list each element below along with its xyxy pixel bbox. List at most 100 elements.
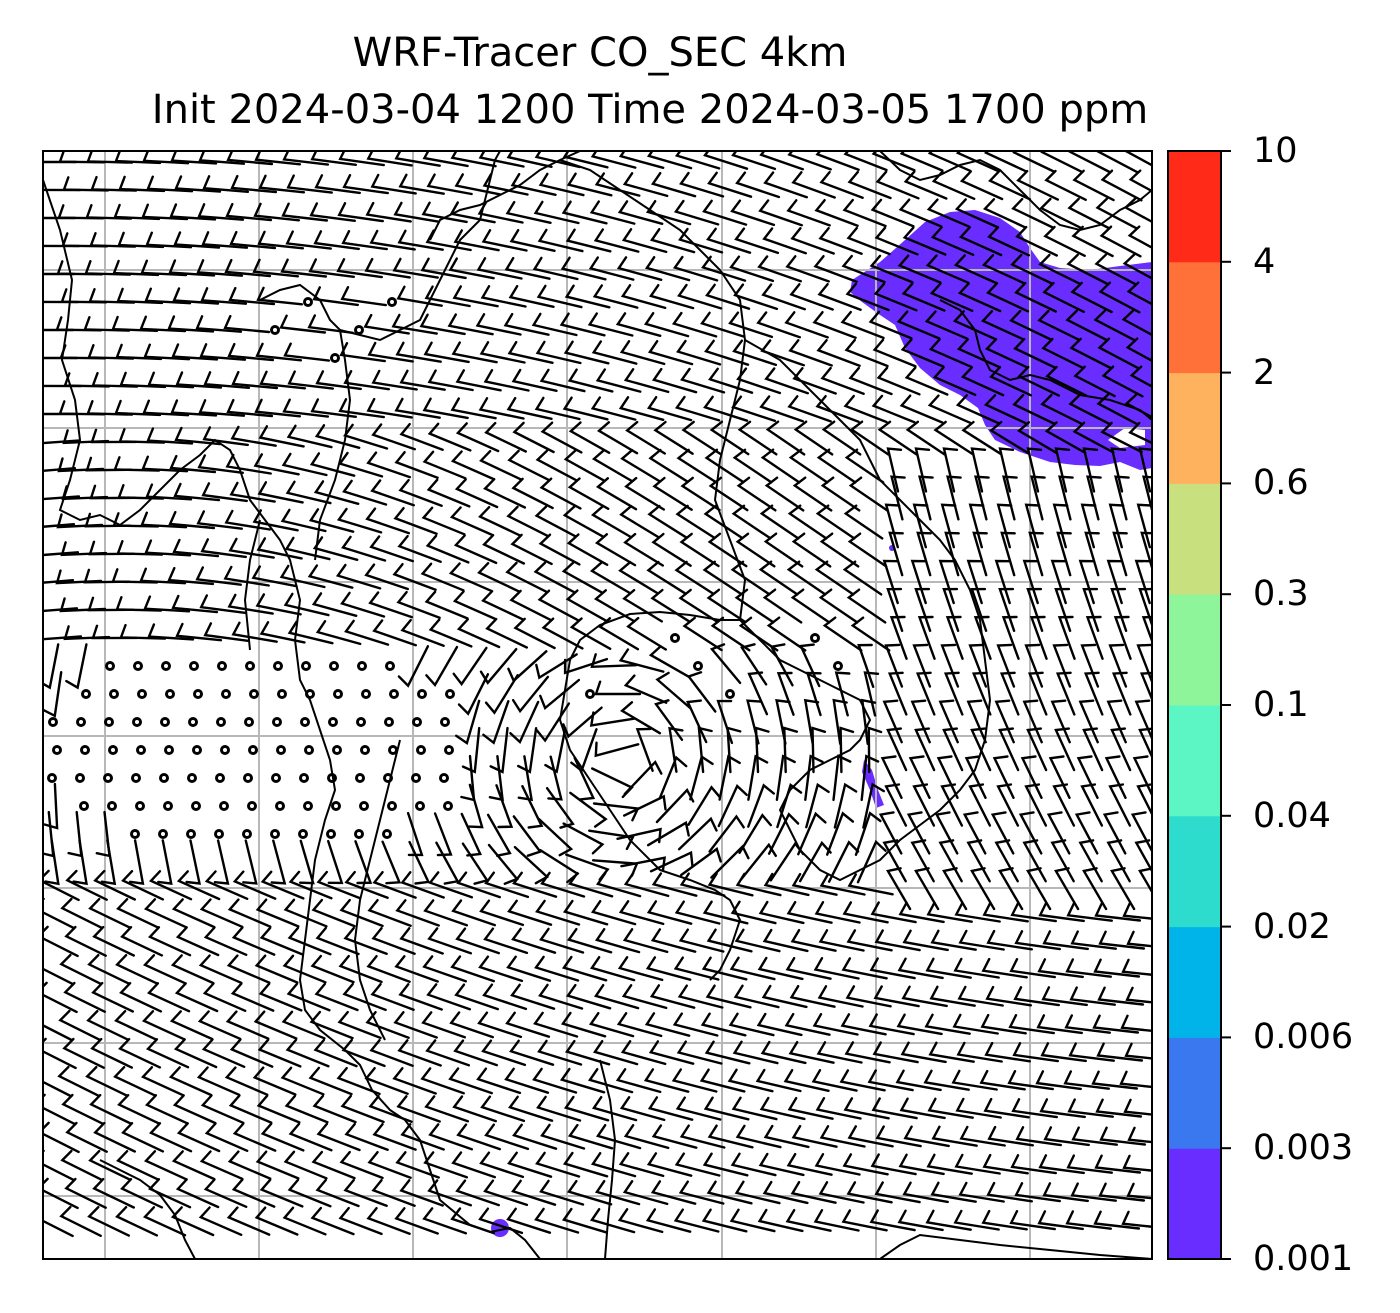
wind-barb (1017, 365, 1060, 397)
wind-barb (504, 256, 551, 280)
wind-barb (93, 1121, 136, 1153)
wind-barb (988, 170, 1032, 201)
wind-barb (1098, 1182, 1146, 1202)
wind-barb (283, 1150, 328, 1180)
wind-barb (259, 926, 304, 956)
wind-barb (43, 1205, 74, 1238)
wind-barb (1063, 1070, 1110, 1090)
wind-barb (707, 532, 748, 568)
wind-barb (901, 985, 948, 1008)
wind-barb (970, 867, 996, 911)
wind-barb (393, 507, 438, 535)
wind-barb (119, 371, 167, 389)
wind-barb (227, 898, 272, 928)
wind-barb (420, 257, 467, 280)
calm-marker (304, 745, 314, 755)
wind-barb (588, 256, 635, 281)
calm-marker (360, 745, 370, 755)
calm-marker (187, 773, 197, 783)
wind-barb (728, 1012, 775, 1037)
wind-barb (424, 590, 469, 620)
wind-barb (818, 588, 859, 624)
calm-marker (327, 773, 337, 783)
wind-barb (232, 870, 277, 900)
wind-barb (231, 1178, 276, 1208)
wind-barb (455, 369, 502, 392)
wind-barb (484, 871, 530, 899)
wind-barb (1039, 197, 1082, 229)
wind-barb (175, 1178, 220, 1209)
wind-barb (517, 755, 534, 802)
wind-barb (955, 151, 1000, 173)
wind-barb (506, 151, 553, 168)
wind-barb (280, 258, 328, 278)
wind-barb (846, 226, 891, 256)
wind-barb (902, 1181, 949, 1204)
wind-barb (547, 755, 563, 801)
wind-barb (229, 230, 277, 250)
wind-barb (792, 367, 837, 395)
wind-barb (507, 340, 554, 364)
wind-barb (813, 255, 858, 283)
wind-barb (534, 1207, 580, 1234)
calm-marker (382, 829, 392, 839)
wind-barb (121, 1122, 165, 1153)
wind-barb (426, 478, 471, 508)
wind-barb (65, 869, 108, 901)
wind-barb (593, 984, 640, 1010)
wind-barb (141, 1010, 186, 1041)
wind-barb (280, 1066, 325, 1096)
wind-barb (422, 450, 467, 480)
wind-barb (539, 477, 582, 510)
wind-barb (846, 929, 893, 952)
wind-barb (533, 1011, 579, 1038)
wind-barb (1127, 225, 1152, 249)
wind-barb (340, 286, 387, 307)
wind-barb (200, 287, 248, 305)
wind-barb (511, 1179, 557, 1206)
wind-barb (449, 201, 496, 224)
wind-barb (202, 426, 249, 447)
wind-barb (759, 151, 804, 171)
wind-barb (60, 897, 103, 929)
colorbar-tick-label: 0.006 (1253, 1017, 1354, 1058)
wind-barb (371, 423, 416, 451)
wind-barb (1138, 867, 1152, 895)
wind-barb (423, 1151, 468, 1179)
wind-barb (371, 369, 418, 391)
wind-barb (929, 985, 976, 1007)
wind-barb (617, 1208, 664, 1234)
wind-barb (43, 1093, 76, 1126)
wind-barb (957, 985, 1004, 1007)
wind-barb (980, 310, 1025, 341)
wind-barb (848, 476, 889, 512)
wind-barb (791, 171, 836, 199)
wind-barb (253, 1010, 298, 1040)
wind-barb (929, 282, 974, 312)
wind-barb (284, 1094, 329, 1124)
wind-barb (62, 1037, 105, 1069)
wind-barb (399, 1179, 444, 1207)
wind-barb (287, 926, 332, 956)
wind-barb (451, 341, 498, 364)
wind-barb (705, 984, 752, 1009)
wind-barb (450, 397, 497, 420)
wind-barb (643, 1068, 690, 1093)
wind-barb (169, 203, 217, 221)
wind-barb (820, 476, 861, 512)
wind-barb (509, 589, 552, 622)
wind-barb (119, 982, 163, 1013)
wind-barb (256, 286, 304, 306)
wind-barb (792, 476, 833, 512)
wind-barb (88, 1149, 131, 1181)
wind-barb (813, 1209, 860, 1232)
wind-barb (308, 1066, 353, 1096)
wind-barb (532, 1067, 578, 1094)
wind-barb (646, 396, 693, 422)
wind-barb (148, 1122, 193, 1153)
calm-marker (387, 801, 397, 811)
wind-barb (455, 927, 500, 955)
calm-marker (75, 773, 85, 783)
wind-barb (116, 898, 160, 929)
wind-barb (789, 984, 836, 1008)
